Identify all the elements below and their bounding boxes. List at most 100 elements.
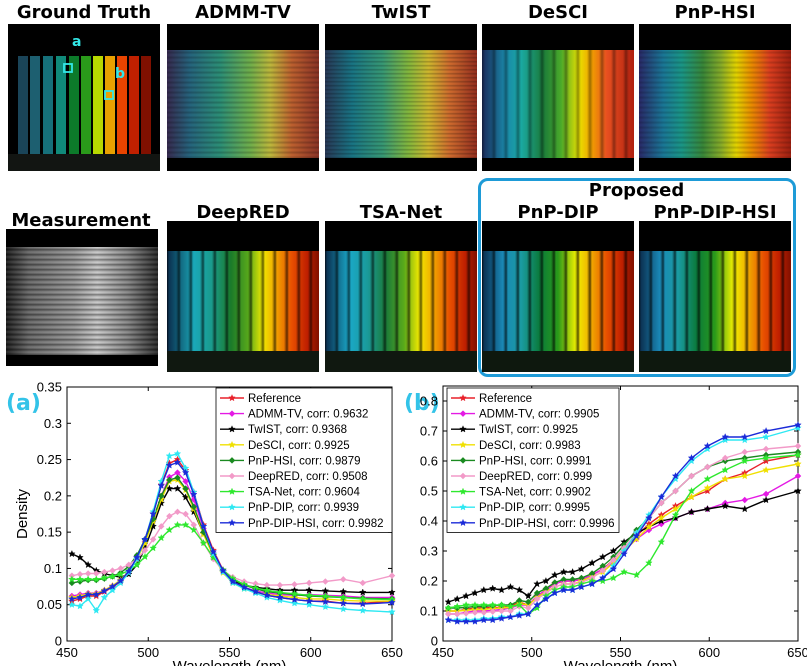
data-point <box>182 510 189 518</box>
data-point <box>703 475 712 483</box>
title-pnp-hsi: PnP-HSI <box>674 2 756 23</box>
legend-entry: Reference <box>220 393 301 405</box>
data-point <box>182 485 189 492</box>
data-point <box>632 571 641 579</box>
title-proposed: Proposed <box>588 180 685 201</box>
data-point <box>721 466 730 474</box>
legend-marker <box>228 503 236 511</box>
data-point <box>657 493 666 501</box>
legend-label: DeepRED, corr: 0.9508 <box>248 471 368 483</box>
data-point <box>165 526 174 534</box>
data-point <box>762 427 770 435</box>
y-tick-label: 0.2 <box>420 574 438 589</box>
data-point <box>462 601 470 609</box>
data-point <box>762 496 770 504</box>
legend-marker <box>459 472 467 480</box>
data-point <box>489 584 497 592</box>
legend-entry: Reference <box>451 393 532 405</box>
data-point <box>551 589 559 597</box>
data-point <box>506 602 515 610</box>
data-point <box>358 600 367 608</box>
data-point <box>645 523 653 531</box>
data-point <box>671 505 680 513</box>
proposed-box <box>478 178 796 377</box>
panel-ground-truth: a b <box>8 24 160 171</box>
legend-entry: PnP-DIP, corr: 0.9939 <box>220 502 359 514</box>
data-point <box>68 575 76 583</box>
data-point <box>388 572 396 579</box>
data-point <box>388 608 396 616</box>
data-point <box>740 457 749 465</box>
legend-entry: ADMM-TV, corr: 0.9632 <box>220 409 368 421</box>
data-point <box>703 505 712 513</box>
data-point <box>149 544 157 552</box>
data-point <box>687 454 696 462</box>
x-tick-label: 450 <box>432 645 454 660</box>
data-point <box>480 616 488 624</box>
y-tick-label: 0.1 <box>44 561 62 576</box>
data-point <box>358 606 367 614</box>
data-point <box>657 538 666 546</box>
data-point <box>100 593 109 601</box>
data-point <box>444 616 453 624</box>
marker-box-a <box>63 63 73 73</box>
title-pnp-dip: PnP-DIP <box>517 202 599 223</box>
data-point <box>598 553 607 561</box>
panel-measurement <box>6 229 158 366</box>
data-point <box>276 593 284 601</box>
y-tick-label: 0.5 <box>420 484 438 499</box>
legend-label: DeepRED, corr: 0.999 <box>479 471 592 483</box>
x-tick-label: 600 <box>698 645 720 660</box>
data-point <box>219 566 227 574</box>
data-point <box>305 579 313 587</box>
data-point <box>672 487 679 495</box>
x-tick-label: 500 <box>137 645 159 660</box>
data-point <box>632 535 641 543</box>
title-twist: TwIST <box>371 2 431 23</box>
legend-entry: TSA-Net, corr: 0.9604 <box>220 487 360 499</box>
data-point <box>740 436 749 444</box>
data-point <box>388 588 396 596</box>
data-point <box>462 592 470 600</box>
data-point <box>166 512 173 520</box>
x-axis-label: Wavelength (nm) <box>173 658 287 666</box>
data-point <box>228 577 237 585</box>
data-point <box>741 448 748 456</box>
legend-marker <box>459 487 467 495</box>
data-point <box>84 590 92 598</box>
data-point <box>149 536 157 543</box>
data-point <box>305 600 313 608</box>
legend-label: PnP-HSI, corr: 0.9879 <box>248 455 361 467</box>
data-point <box>588 580 596 588</box>
data-point <box>620 568 628 576</box>
data-point <box>568 586 577 594</box>
data-point <box>290 589 299 598</box>
data-point <box>497 586 506 594</box>
data-point <box>794 487 802 495</box>
data-point <box>291 581 298 588</box>
panel-desci <box>482 24 634 171</box>
data-point <box>489 608 496 615</box>
legend-entry: TwIST, corr: 0.9368 <box>220 424 347 436</box>
data-point <box>444 598 453 606</box>
data-point <box>68 549 76 558</box>
data-point <box>453 617 461 625</box>
data-point <box>100 573 109 582</box>
x-tick-label: 550 <box>219 645 241 660</box>
data-point <box>671 472 680 480</box>
legend-marker <box>228 487 236 495</box>
title-admm-tv: ADMM-TV <box>195 2 291 23</box>
data-point <box>480 601 488 609</box>
legend-marker <box>459 518 467 527</box>
data-point <box>108 582 117 590</box>
data-point <box>657 514 666 522</box>
panel-pnp-hsi <box>639 24 791 171</box>
data-point <box>551 571 559 579</box>
data-point <box>560 586 568 594</box>
legend-label: TwIST, corr: 0.9368 <box>248 424 347 436</box>
marker-label-b: b <box>115 66 126 82</box>
data-point <box>524 610 532 618</box>
data-point <box>453 602 461 610</box>
legend-label: DeSCI, corr: 0.9925 <box>248 440 350 452</box>
panel-pnp-dip-hsi <box>639 221 791 372</box>
